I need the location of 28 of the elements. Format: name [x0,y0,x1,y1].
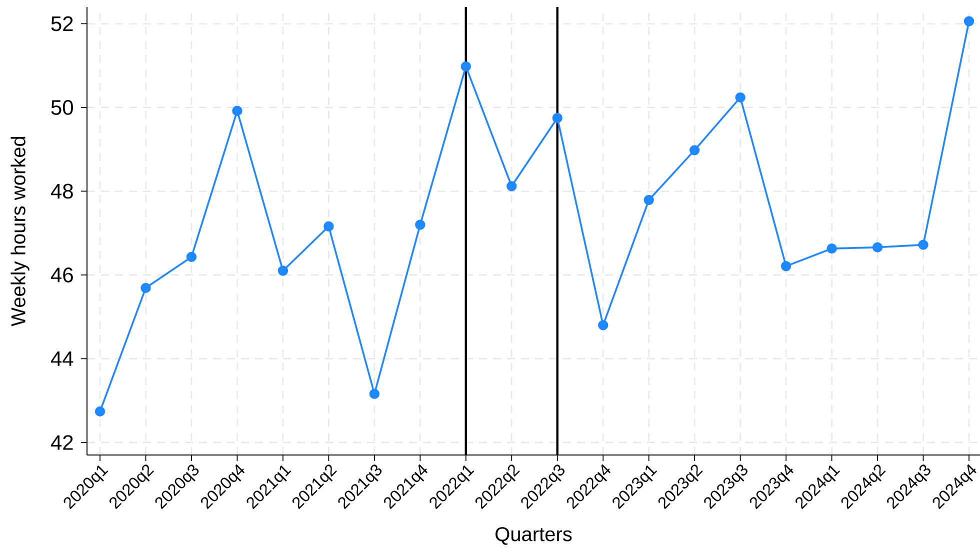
y-tick-label: 48 [50,184,73,199]
point [872,242,883,252]
point [186,252,197,262]
y-axis-title: Weekly hours worked [10,136,30,326]
point [140,282,151,294]
point [826,243,837,254]
y-tick-label: 46 [50,268,73,282]
point [278,266,288,276]
point [324,221,334,232]
point [506,181,517,192]
y-tick-label: 42 [50,435,73,450]
point [232,106,242,116]
point [918,240,928,250]
y-tick-label: 44 [50,351,74,366]
point [964,16,974,26]
point [689,145,700,156]
point [460,61,471,72]
point [94,406,106,417]
y-tick-label: 52 [51,16,73,32]
point [780,261,792,272]
y-tick-label: 50 [51,100,73,115]
point [598,320,608,330]
point [644,194,654,206]
point [369,388,380,399]
point [735,92,746,103]
point [552,112,562,124]
point [415,220,426,230]
x-axis-title: Quarters [496,527,572,545]
